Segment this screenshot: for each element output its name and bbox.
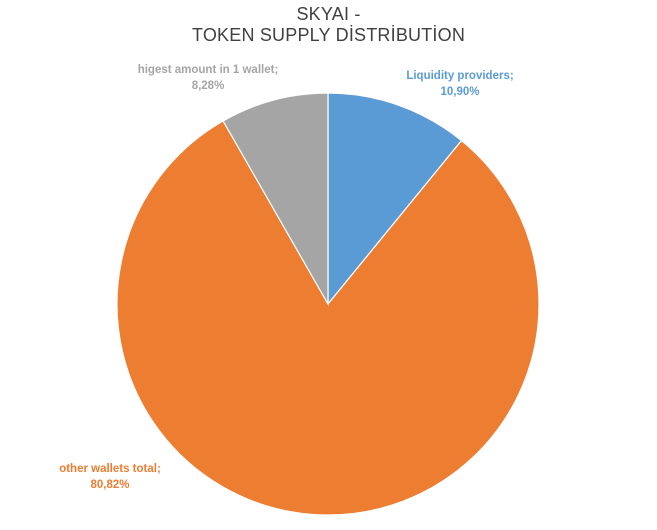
- data-label-name-other-wallets-total: other wallets total;: [59, 463, 161, 475]
- data-label-value-higest-amount-in-1-wallet: 8,28%: [192, 80, 225, 92]
- data-label-value-liquidity-providers: 10,90%: [440, 86, 479, 98]
- chart-title-line-1: SKYAI -: [296, 4, 361, 24]
- data-label-name-higest-amount-in-1-wallet: higest amount in 1 wallet;: [138, 64, 279, 76]
- pie-slice-other-wallets-total: [116, 120, 540, 516]
- chart-title-line-2: TOKEN SUPPLY DİSTRİBUTİON: [191, 25, 466, 45]
- data-label-value-other-wallets-total: 80,82%: [90, 479, 129, 491]
- pie-slice-higest-amount-in-1-wallet: [222, 92, 329, 307]
- data-label-name-liquidity-providers: Liquidity providers;: [406, 70, 513, 82]
- pie-slice-liquidity-providers: [327, 92, 463, 306]
